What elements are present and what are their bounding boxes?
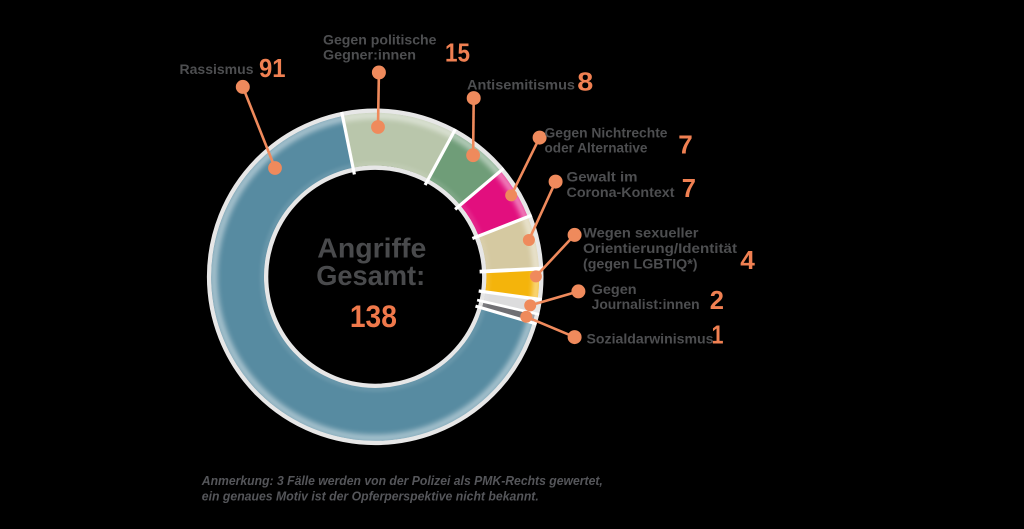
svg-text:7: 7: [682, 173, 696, 203]
svg-text:Gewalt im: Gewalt im: [567, 169, 638, 185]
svg-text:Wegen sexueller: Wegen sexueller: [583, 224, 699, 240]
svg-text:Journalist:innen: Journalist:innen: [592, 296, 700, 312]
svg-text:4: 4: [740, 245, 755, 275]
svg-text:Sozialdarwinismus: Sozialdarwinismus: [587, 331, 714, 347]
svg-text:Orientierung/Identität: Orientierung/Identität: [583, 240, 737, 256]
svg-text:oder Alternative: oder Alternative: [545, 139, 648, 155]
svg-text:Gegen Nichtrechte: Gegen Nichtrechte: [545, 125, 668, 141]
svg-text:Antisemitismus: Antisemitismus: [467, 76, 575, 92]
svg-text:2: 2: [710, 285, 724, 315]
svg-text:Gesamt:: Gesamt:: [316, 260, 425, 291]
svg-text:Rassismus: Rassismus: [180, 61, 254, 77]
svg-text:Anmerkung: 3 Fälle werden von: Anmerkung: 3 Fälle werden von der Polize…: [201, 474, 603, 488]
svg-text:1: 1: [712, 320, 724, 350]
svg-text:138: 138: [350, 298, 397, 334]
svg-text:Gegen: Gegen: [592, 281, 637, 297]
svg-text:Corona-Kontext: Corona-Kontext: [567, 184, 675, 200]
svg-text:8: 8: [577, 67, 593, 97]
svg-text:7: 7: [678, 130, 693, 160]
svg-text:(gegen LGBTIQ*): (gegen LGBTIQ*): [583, 256, 698, 272]
svg-text:Gegen politische: Gegen politische: [323, 31, 437, 47]
svg-text:Gegner:innen: Gegner:innen: [323, 46, 416, 62]
svg-text:Angriffe: Angriffe: [317, 233, 426, 264]
svg-text:15: 15: [445, 37, 470, 67]
svg-text:ein genaues Motiv ist der Opfe: ein genaues Motiv ist der Opferperspekti…: [202, 490, 539, 504]
svg-text:91: 91: [259, 53, 286, 83]
